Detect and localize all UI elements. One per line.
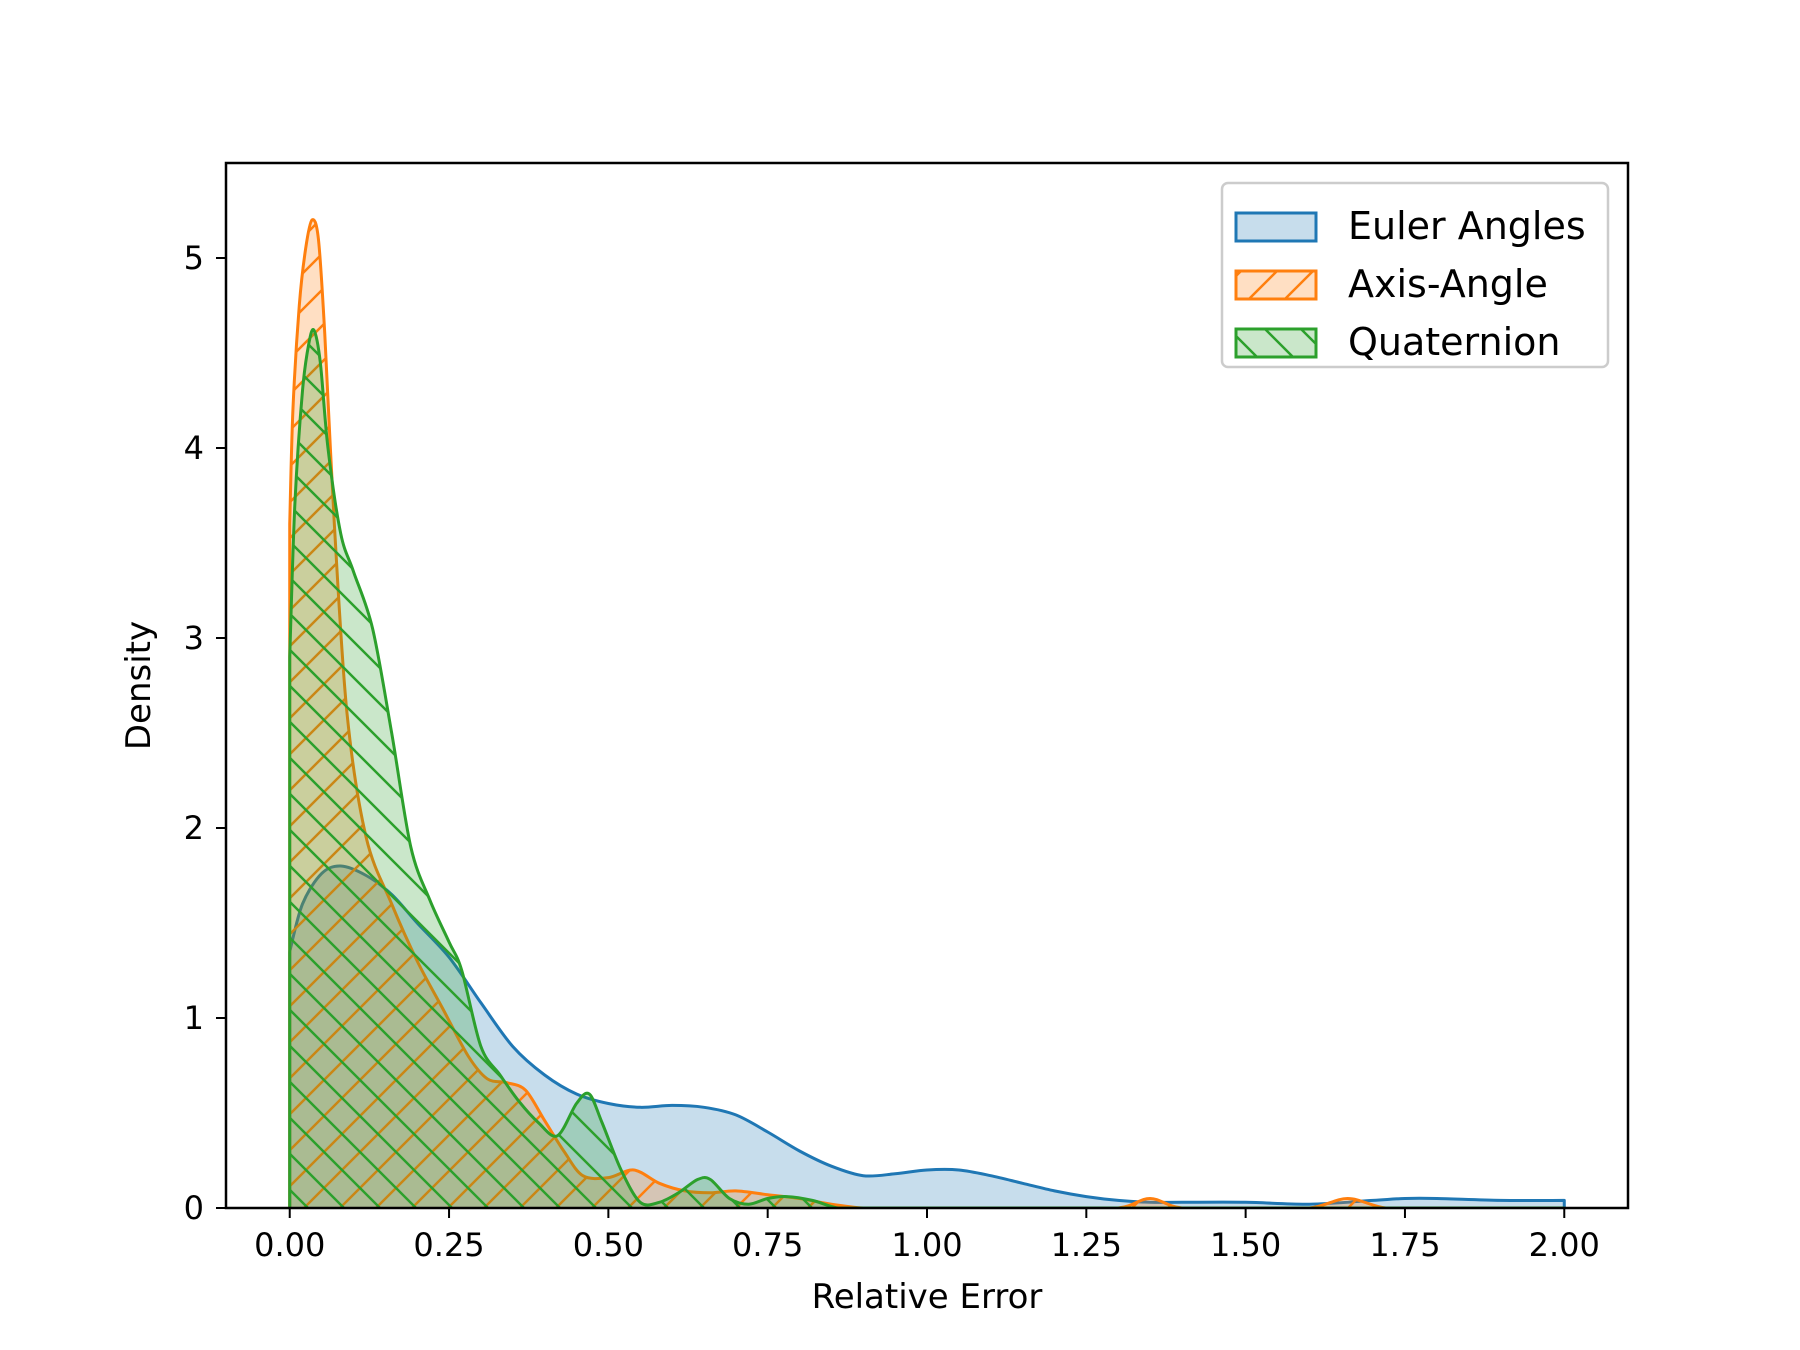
legend-swatch-border-quaternion xyxy=(1234,327,1318,359)
legend-swatch-hatch-quaternion xyxy=(1236,329,1316,357)
x-tick-label: 2.00 xyxy=(1529,1226,1600,1264)
y-tick-label: 5 xyxy=(184,239,204,277)
legend-swatch-hatch-axis-angle xyxy=(1236,271,1316,299)
quaternion-hatch xyxy=(289,329,1565,1208)
legend-label-axis-angle: Axis-Angle xyxy=(1348,262,1548,306)
x-tick-label: 1.50 xyxy=(1210,1226,1281,1264)
y-axis-label: Density xyxy=(119,621,159,750)
quaternion-line xyxy=(288,327,1565,1208)
y-tick-label: 0 xyxy=(184,1189,204,1227)
legend-swatch-border-axis-angle xyxy=(1234,269,1318,301)
x-tick-label: 0.75 xyxy=(732,1226,803,1264)
y-tick-label: 2 xyxy=(184,809,204,847)
x-tick-label: 0.50 xyxy=(573,1226,644,1264)
legend-box xyxy=(1220,181,1610,369)
legend-swatch-euler xyxy=(1236,213,1316,241)
legend: Euler Angles Axis-Angle Quaternion xyxy=(1220,181,1610,369)
y-tick-label: 1 xyxy=(184,999,204,1037)
x-tick-label: 1.00 xyxy=(891,1226,962,1264)
x-tick-label: 0.25 xyxy=(413,1226,484,1264)
euler-area xyxy=(289,865,1565,1208)
x-axis: 0.00 0.25 0.50 0.75 1.00 1.25 1.50 1.75 2.00 xyxy=(254,1208,1600,1264)
y-tick-label: 4 xyxy=(184,429,204,467)
x-tick-label: 1.25 xyxy=(1051,1226,1122,1264)
y-axis: 0 1 2 3 4 5 xyxy=(184,239,226,1227)
legend-label-euler: Euler Angles xyxy=(1348,204,1586,248)
x-tick-label: 1.75 xyxy=(1369,1226,1440,1264)
y-tick-label: 3 xyxy=(184,619,204,657)
x-axis-label: Relative Error xyxy=(812,1277,1043,1317)
legend-label-quaternion: Quaternion xyxy=(1348,320,1561,364)
plot-area xyxy=(288,218,1566,1208)
legend-swatch-border-euler xyxy=(1234,211,1318,243)
x-tick-label: 0.00 xyxy=(254,1226,325,1264)
